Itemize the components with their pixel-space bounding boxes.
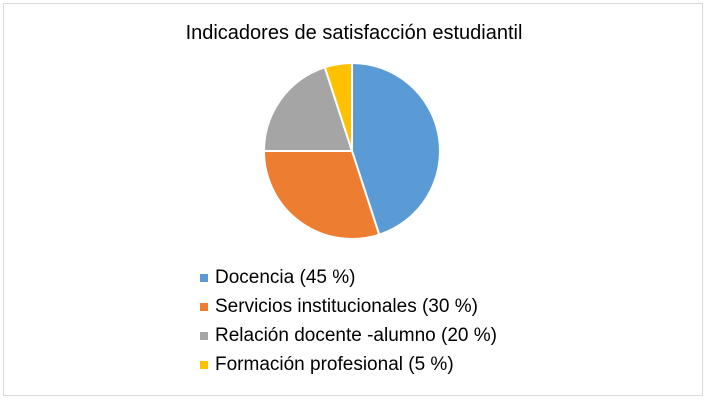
chart-legend: Docencia (45 %) Servicios institucionale…: [200, 263, 497, 379]
legend-item-servicios-institucionales: Servicios institucionales (30 %): [200, 292, 497, 321]
pie-slice-formacion-profesional: [323, 62, 353, 152]
legend-label-relacion-docente-alumno: Relación docente -alumno (20 %): [215, 324, 497, 346]
pie-chart: [263, 62, 441, 240]
pie-slice-docencia: [351, 62, 441, 236]
legend-swatch-relacion-docente-alumno: [200, 331, 208, 340]
pie-slice-servicios-institucionales: [263, 150, 381, 240]
chart-title: Indicadores de satisfacción estudiantil: [185, 22, 523, 44]
legend-swatch-docencia: [200, 273, 208, 282]
legend-label-servicios-institucionales: Servicios institucionales (30 %): [215, 295, 478, 317]
legend-item-relacion-docente-alumno: Relación docente -alumno (20 %): [200, 321, 497, 350]
legend-label-docencia: Docencia (45 %): [215, 266, 356, 288]
legend-item-docencia: Docencia (45 %): [200, 263, 497, 292]
legend-item-formacion-profesional: Formación profesional (5 %): [200, 350, 497, 379]
pie-slice-relacion-docente-alumno: [263, 66, 353, 152]
legend-label-formacion-profesional: Formación profesional (5 %): [215, 353, 454, 375]
legend-swatch-servicios-institucionales: [200, 302, 208, 311]
legend-swatch-formacion-profesional: [200, 360, 208, 369]
chart-frame: Indicadores de satisfacción estudiantil …: [3, 3, 703, 396]
